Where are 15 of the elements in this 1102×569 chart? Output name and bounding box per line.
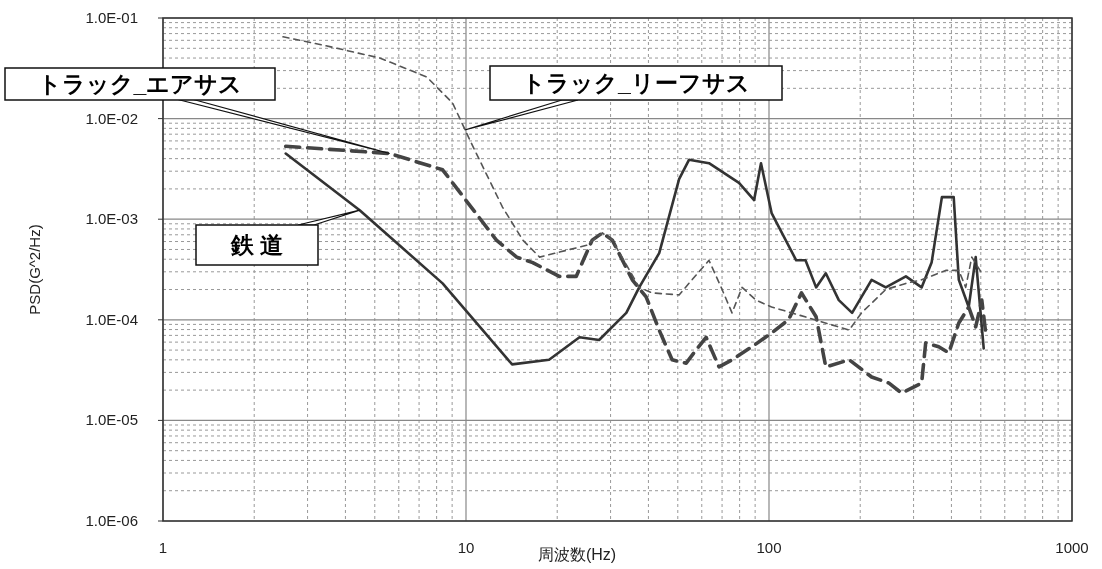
y-tick-label: 1.0E-01 (85, 9, 138, 26)
annotation: トラック_リーフサス (522, 70, 750, 96)
x-tick-label: 100 (756, 539, 782, 556)
annotation: 鉄 道 (229, 232, 284, 258)
y-tick-label: 1.0E-03 (85, 210, 138, 228)
y-tick-label: 1.0E-02 (85, 109, 138, 127)
x-tick-label: 1000 (1055, 539, 1089, 556)
y-tick-label: 1.0E-05 (85, 411, 138, 429)
y-axis-title: PSD(G^2/Hz) (26, 224, 43, 315)
x-tick-label: 10 (457, 539, 475, 556)
y-tick-label: 1.0E-04 (85, 310, 138, 328)
x-tick-label: 1 (158, 539, 168, 556)
annotation: トラック_エアサス (37, 71, 243, 97)
y-tick-label: 1.0E-06 (85, 512, 138, 529)
x-axis-title: 周波数(Hz) (537, 546, 617, 563)
